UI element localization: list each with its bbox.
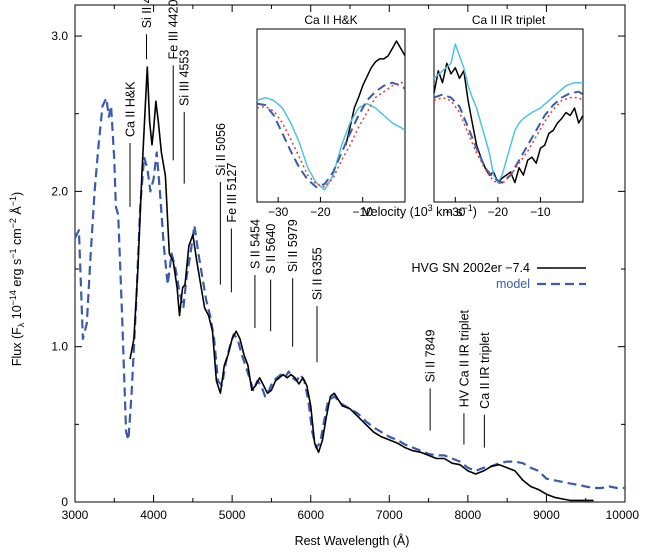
- inset-x-title-part: −1: [463, 203, 473, 213]
- inset-x-title-part: Velocity (10: [363, 205, 428, 219]
- inset-x-tick-label: −10: [353, 205, 374, 219]
- inset-curve-cyan: [256, 96, 406, 191]
- line-id-label: Fe III 4420: [167, 0, 181, 59]
- y-axis-ticks: 0 1.0 2.0 3.0: [51, 29, 625, 509]
- y-tick-label: 3.0: [51, 29, 68, 43]
- line-id-label: Ca II IR triplet: [478, 332, 492, 409]
- line-id-label: Si II 5979: [286, 219, 300, 272]
- inset-title: Ca II IR triplet: [472, 13, 546, 27]
- inset-curve-red: [433, 96, 584, 185]
- y-title-mid4: Å: [9, 206, 24, 218]
- y-title-sup3: −2: [8, 218, 18, 228]
- inset-panel: −30 −20 −10 Ca II H&K: [256, 13, 406, 219]
- line-id-label: S II 5454: [248, 219, 262, 269]
- inset-curve-observed: [345, 40, 406, 146]
- y-title-sub: λ: [16, 322, 26, 327]
- line-id-label: Si II 5056: [214, 123, 228, 176]
- x-tick-label: 8000: [455, 508, 482, 522]
- x-tick-label: 9000: [533, 508, 560, 522]
- x-axis-ticks: 3000 4000 5000 6000 7000 8000 9000 10000: [62, 5, 640, 522]
- line-id-label: S II 5640: [264, 224, 278, 274]
- y-tick-label: 0: [61, 495, 68, 509]
- x-tick-label: 7000: [376, 508, 403, 522]
- main-series-group: [74, 66, 625, 502]
- legend-label: HVG SN 2002er −7.4: [412, 261, 531, 275]
- inset-x-tick-label: −30: [268, 205, 289, 219]
- x-tick-label: 3000: [62, 508, 89, 522]
- inset-x-tick-label: −20: [488, 205, 509, 219]
- y-title-mid2: erg s: [10, 259, 24, 290]
- inset-x-tick-label: −20: [310, 205, 331, 219]
- y-title-post: ): [10, 192, 24, 196]
- inset-panel: −30 −20 −10 Ca II IR triplet: [433, 13, 584, 219]
- line-id-label: Si II 4131: [140, 0, 154, 28]
- y-title-mid3: cm: [10, 228, 24, 248]
- line-id-label: Si II 7849: [424, 330, 438, 383]
- y-title-sup1: −14: [8, 290, 18, 305]
- line-id-label: Ca II H&K: [124, 81, 138, 137]
- inset-frame: [256, 28, 406, 203]
- inset-title: Ca II H&K: [304, 13, 357, 27]
- observed-spectrum-line: [129, 66, 594, 502]
- inset-x-title-part: km s: [433, 205, 463, 219]
- inset-x-tick-label: −10: [530, 205, 551, 219]
- inset-curve-observed: [433, 62, 584, 184]
- inset-curve-red: [256, 81, 405, 188]
- y-tick-label: 2.0: [51, 184, 68, 198]
- legend-label: model: [496, 277, 530, 291]
- y-title-sup4: −1: [8, 196, 18, 206]
- y-title-sup2: −1: [8, 249, 18, 259]
- x-tick-label: 5000: [219, 508, 246, 522]
- line-id-label: HV Ca II IR triplet: [457, 309, 471, 407]
- y-title-mid: 10: [10, 305, 24, 322]
- x-tick-label: 4000: [140, 508, 167, 522]
- inset-x-title-part: 3: [428, 203, 433, 213]
- inset-curve-model: [256, 81, 406, 188]
- inset-x-title-part: ): [473, 205, 477, 219]
- inset-x-axis-title: Velocity (103 km s−1): [363, 203, 477, 219]
- y-tick-label: 1.0: [51, 340, 68, 354]
- x-tick-label: 6000: [297, 508, 324, 522]
- inset-x-tick-label: −30: [445, 205, 466, 219]
- line-id-label: Si III 4553: [178, 50, 192, 106]
- x-axis-title: Rest Wavelength (Å): [295, 533, 410, 548]
- inset-curve-cyan: [433, 43, 583, 184]
- line-id-label: Si II 6355: [311, 247, 325, 300]
- x-tick-label: 10000: [606, 508, 640, 522]
- y-axis-title: Flux (Fλ 10−14 erg s−1 cm−2 Å−1): [8, 192, 26, 366]
- y-title-pre: Flux (F: [10, 327, 24, 366]
- insets-group: −30 −20 −10 Ca II H&K −30 −20 −10 Ca II IR trip…: [256, 13, 584, 219]
- legend: HVG SN 2002er −7.4 model: [412, 261, 586, 291]
- line-id-label: Fe III 5127: [225, 163, 239, 223]
